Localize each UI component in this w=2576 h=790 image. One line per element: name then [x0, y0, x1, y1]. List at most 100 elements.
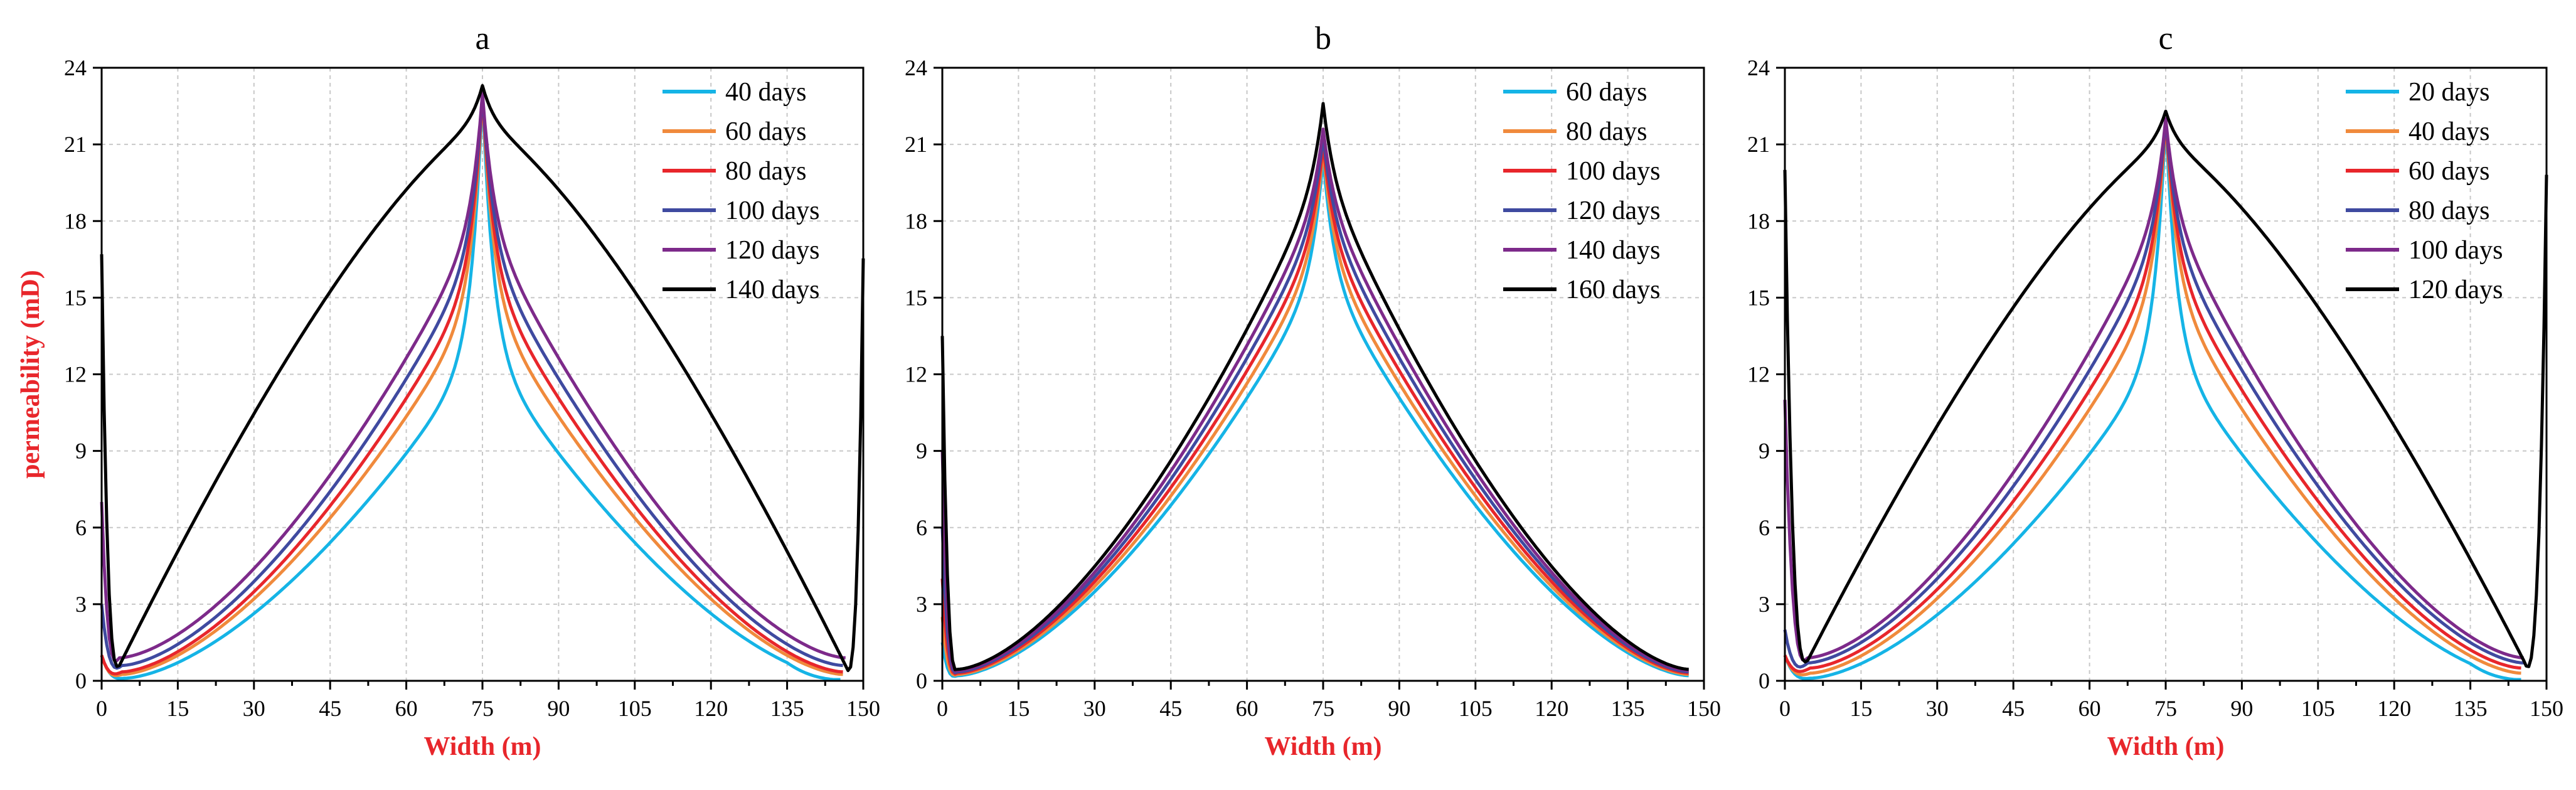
y-tick-label: 21: [64, 132, 87, 157]
chart-panel-c: 0 15 30 45 60 75 90 105 120 135 15003691215182124 …: [1747, 21, 2563, 761]
y-tick-label: 15: [1747, 285, 1770, 310]
y-tick-label: 6: [75, 515, 87, 540]
series-line: [940, 127, 1689, 673]
y-tick-label: 9: [916, 439, 927, 464]
x-tick-label: 30: [1083, 696, 1106, 721]
series-line: [100, 92, 841, 681]
axis-ticks: 0 15 30 45 60 75 90 105 120 135 150 0 3 6 9 12 15 18 21 24: [64, 55, 880, 721]
y-tick-label: 6: [1759, 515, 1770, 540]
y-tick-label: 6: [916, 515, 927, 540]
x-tick-label: 150: [1687, 696, 1721, 721]
x-tick-label: 105: [618, 696, 652, 721]
x-tick-label: 135: [1611, 696, 1645, 721]
y-tick-label: 3: [916, 592, 927, 617]
series-line: [940, 142, 1689, 676]
y-tick-label: 9: [75, 439, 87, 464]
x-tick-label: 120: [694, 696, 728, 721]
chart-panel-b: 0 15 30 45 60 75 90 105 120 135 15003691215182124 …: [905, 21, 1721, 761]
x-tick-label: 0: [937, 696, 948, 721]
chart-title: b: [1315, 21, 1331, 56]
x-axis-label: Width (m): [1264, 732, 1381, 761]
series-line: [940, 102, 1689, 671]
x-tick-label: 60: [395, 696, 418, 721]
legend-label: 60 days: [1566, 78, 1647, 107]
x-tick-label: 90: [2230, 696, 2253, 721]
x-tick-label: 15: [166, 696, 189, 721]
legend-label: 40 days: [725, 78, 807, 107]
legend-label: 100 days: [2408, 236, 2503, 265]
y-tick-label: 0: [916, 668, 927, 693]
y-tick-label: 24: [905, 55, 927, 80]
y-tick-label: 12: [64, 362, 87, 387]
y-tick-label: 18: [905, 208, 927, 233]
x-tick-label: 30: [1926, 696, 1949, 721]
x-tick-label: 150: [2530, 696, 2563, 721]
x-tick-label: 60: [2078, 696, 2101, 721]
series-line: [100, 92, 843, 676]
legend-label: 140 days: [725, 275, 820, 304]
x-axis-label: Width (m): [423, 732, 541, 761]
legend-label: 160 days: [1566, 275, 1661, 304]
legend: 60 days 80 days 100 days 120 days 140 days 16…: [1503, 78, 1661, 304]
x-tick-label: 105: [1459, 696, 1493, 721]
series-line: [1783, 117, 2521, 673]
y-tick-label: 12: [1747, 362, 1770, 387]
y-tick-label: 24: [64, 55, 87, 80]
y-axis-label: permeability (mD): [16, 270, 45, 478]
series-line: [1783, 117, 2524, 669]
series-line: [1783, 117, 2524, 662]
plot-area: [940, 102, 1689, 678]
x-tick-label: 30: [243, 696, 265, 721]
legend-label: 60 days: [2408, 157, 2490, 186]
x-tick-label: 45: [319, 696, 341, 721]
series-line: [100, 92, 843, 678]
legend: 40 days 60 days 80 days 100 days 120 days 140…: [663, 78, 820, 304]
axis-ticks: 0 15 30 45 60 75 90 105 120 135 150 0 3 6 9 12 15 18 21 24: [905, 55, 1721, 721]
x-tick-label: 135: [2454, 696, 2488, 721]
y-tick-label: 9: [1759, 439, 1770, 464]
series-line: [100, 92, 846, 663]
legend-label: 140 days: [1566, 236, 1661, 265]
legend-label: 120 days: [725, 236, 820, 265]
y-tick-label: 3: [1759, 592, 1770, 617]
y-tick-label: 12: [905, 362, 927, 387]
y-tick-label: 21: [905, 132, 927, 157]
x-tick-label: 90: [1388, 696, 1410, 721]
series-line: [100, 84, 865, 673]
chart-title: a: [475, 21, 489, 56]
legend-label: 100 days: [1566, 157, 1661, 186]
series-line: [940, 156, 1689, 678]
x-tick-label: 0: [1779, 696, 1791, 721]
x-tick-label: 75: [471, 696, 494, 721]
legend-label: 120 days: [2408, 275, 2503, 304]
legend-label: 100 days: [725, 196, 820, 225]
legend-label: 80 days: [2408, 196, 2490, 225]
series-line: [100, 92, 843, 670]
y-tick-label: 0: [75, 668, 87, 693]
x-tick-label: 0: [96, 696, 107, 721]
legend-label: 20 days: [2408, 78, 2490, 107]
legend-label: 40 days: [2408, 117, 2490, 146]
x-tick-label: 15: [1850, 696, 1872, 721]
axis-ticks: 0 15 30 45 60 75 90 105 120 135 150 0 3 6 9 12 15 18 21 24: [1747, 55, 2563, 721]
x-tick-label: 120: [1535, 696, 1568, 721]
chart-panel-a: 0 15 30 45 60 75 90 105 120 135 15003691215182124 …: [16, 21, 880, 761]
y-tick-label: 24: [1747, 55, 1770, 80]
series-line: [940, 135, 1689, 675]
legend-label: 60 days: [725, 117, 807, 146]
y-tick-label: 18: [64, 208, 87, 233]
x-tick-label: 120: [2377, 696, 2411, 721]
legend-label: 80 days: [725, 157, 807, 186]
x-tick-label: 60: [1236, 696, 1259, 721]
x-tick-label: 75: [1312, 696, 1334, 721]
y-tick-label: 21: [1747, 132, 1770, 157]
x-tick-label: 15: [1007, 696, 1030, 721]
plot-area: [1783, 109, 2548, 681]
x-tick-label: 105: [2301, 696, 2335, 721]
series-line: [1783, 117, 2521, 681]
chart-title: c: [2158, 21, 2173, 56]
x-tick-label: 45: [1159, 696, 1182, 721]
series-line: [1783, 109, 2548, 668]
series-line: [940, 147, 1689, 677]
